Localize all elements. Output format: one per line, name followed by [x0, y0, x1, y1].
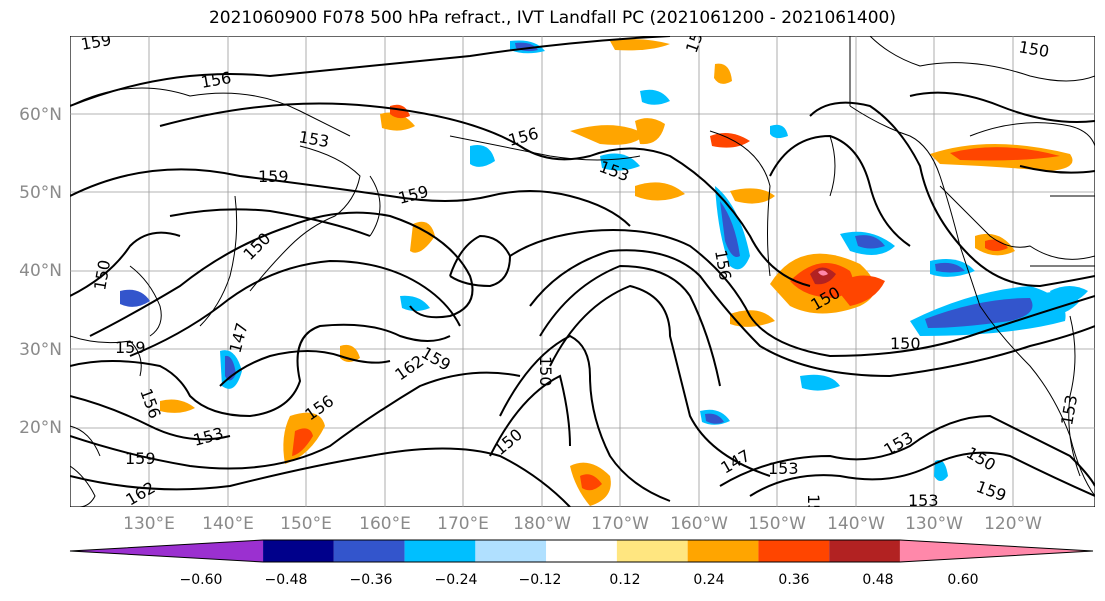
patch-positive-orange: [610, 39, 670, 51]
colorbar-swatches: [70, 540, 1093, 562]
contour-label: 150: [536, 356, 555, 387]
colorbar-tick-label: 0.12: [609, 572, 641, 588]
colorbar-tick-label: −0.60: [179, 572, 223, 588]
patch-positive-red: [580, 474, 602, 491]
patch-negative-blue: [855, 235, 885, 249]
patch-negative-blue: [705, 413, 724, 424]
lon-label: 150°W: [748, 514, 806, 534]
patch-positive-pink: [818, 270, 828, 276]
shaded-patches: [120, 39, 1088, 506]
patch-positive-orange: [714, 63, 732, 84]
colorbar-tick-label: −0.12: [518, 572, 562, 588]
colorbar-swatch: [333, 540, 405, 562]
colorbar-swatch: [263, 540, 334, 562]
patch-negative-blue: [120, 289, 150, 307]
colorbar-tick-label: −0.24: [434, 572, 478, 588]
contour-label: 159: [258, 167, 289, 186]
lat-label: 50°N: [19, 183, 62, 203]
patch-negative-blue: [935, 262, 965, 273]
lon-label: 150°E: [280, 514, 332, 534]
patch-positive-orange: [160, 399, 195, 413]
colorbar-swatch: [829, 540, 900, 562]
colorbar-swatch: [546, 540, 617, 562]
patch-positive-darkred: [810, 267, 836, 285]
contour-label: 150: [890, 334, 921, 353]
patch-negative-cyan: [800, 374, 840, 391]
colorbar-outline: [69, 539, 1094, 563]
map-title: 2021060900 F078 500 hPa refract., IVT La…: [208, 8, 896, 28]
patch-negative-cyan: [470, 145, 495, 167]
map-frame: [70, 36, 1095, 507]
lat-label: 30°N: [19, 340, 62, 360]
colorbar-tick-label: 0.48: [862, 572, 894, 588]
lon-label: 170°E: [437, 514, 489, 534]
patch-negative-cyan: [770, 124, 788, 139]
colorbar-swatch: [70, 540, 264, 562]
colorbar-tick-label: 0.24: [693, 572, 725, 588]
patch-positive-red: [950, 147, 1060, 161]
lat-label: 60°N: [19, 105, 62, 125]
patch-negative-blue: [720, 201, 740, 257]
contour-label: 153: [768, 459, 799, 478]
contour-label: 159: [125, 449, 156, 468]
patch-positive-red: [292, 428, 313, 456]
patch-positive-orange: [730, 188, 775, 204]
contour-label: 153: [908, 491, 939, 507]
patch-negative-blue: [925, 298, 1033, 328]
patch-negative-cyan: [934, 460, 948, 481]
height-contours: [70, 36, 1095, 507]
contour-label: 159: [115, 338, 146, 357]
patch-positive-orange: [380, 112, 415, 131]
colorbar-swatch: [404, 540, 476, 562]
patch-positive-red: [985, 239, 1008, 251]
patch-negative-cyan: [640, 89, 670, 105]
colorbar-swatch: [899, 540, 1093, 562]
contour-label: 159: [804, 494, 823, 507]
map-panel: 159 156 153 159 156 159 153 156 150 150 …: [70, 36, 1095, 507]
colorbar-tick-label: −0.36: [349, 572, 393, 588]
lon-label: 140°W: [827, 514, 885, 534]
colorbar-tick-label: 0.36: [778, 572, 810, 588]
lon-label: 120°W: [984, 514, 1042, 534]
colorbar-tick-label: −0.48: [264, 572, 308, 588]
colorbar-swatch: [687, 540, 759, 562]
patch-positive-orange: [570, 125, 645, 145]
lat-label: 40°N: [19, 261, 62, 281]
lon-label: 130°E: [123, 514, 175, 534]
lon-label: 160°W: [670, 514, 728, 534]
lon-label: 180°W: [513, 514, 571, 534]
contour-label: 159: [79, 36, 112, 54]
lon-label: 140°E: [202, 514, 254, 534]
lon-label: 130°W: [905, 514, 963, 534]
patch-positive-orange: [410, 221, 435, 253]
colorbar-swatch: [616, 540, 688, 562]
patch-positive-orange: [635, 118, 665, 145]
lon-label: 160°E: [359, 514, 411, 534]
patch-positive-red: [834, 275, 885, 306]
colorbar-tick-label: 0.60: [947, 572, 979, 588]
lon-label: 170°W: [591, 514, 649, 534]
colorbar-swatch: [475, 540, 547, 562]
colorbar-swatch: [758, 540, 830, 562]
patch-positive-orange: [635, 182, 685, 201]
patch-negative-cyan: [1050, 286, 1088, 305]
lat-label: 20°N: [19, 418, 62, 438]
patch-negative-cyan: [400, 295, 430, 311]
colorbar: [69, 539, 1094, 563]
